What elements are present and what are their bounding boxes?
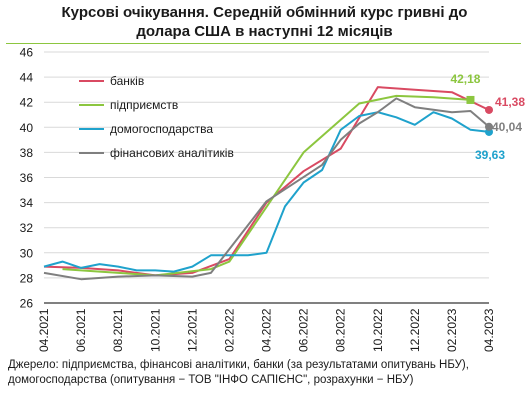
x-tick-label: 08.2022 [334,308,348,352]
x-tick-label: 06.2021 [74,308,88,352]
end-value-label: 41,38 [495,95,525,109]
x-tick-label: 04.2022 [260,308,274,352]
series-line [43,111,490,273]
title-divider [6,43,521,44]
x-tick-label: 04.2021 [37,308,51,352]
x-tick-label: 10.2021 [148,308,162,352]
x-tick-label: 10.2022 [371,308,385,352]
chart-title-line-2: долара США в наступні 12 місяців [136,23,393,40]
y-tick-label: 46 [20,46,34,60]
end-value-labels: 41,38 42,18 39,63 40,04 [450,72,525,162]
chart-title: Курсові очікування. Середній обмінний ку… [0,3,529,41]
x-axis: 04.2021 06.2021 08.2021 10.2021 12.2021 02.20… [37,302,496,352]
series-lines [43,86,493,281]
end-marker [485,122,493,131]
y-tick-label: 38 [20,146,34,160]
end-marker [485,105,493,114]
end-value-label: 39,63 [475,148,505,162]
y-tick-label: 42 [20,96,34,110]
end-value-label: 40,04 [492,120,522,134]
chart-title-line-1: Курсові очікування. Середній обмінний ку… [61,4,468,21]
legend: банків підприємств домогосподарства фінансо… [79,74,234,160]
x-tick-label: 06.2022 [297,308,311,352]
source-line-2: домогосподарства (опитування − ТОВ "ІНФО… [8,374,414,386]
y-tick-label: 44 [20,71,34,85]
end-value-label: 42,18 [450,72,480,86]
legend-label: підприємств [110,98,178,112]
legend-label: домогосподарства [110,122,213,136]
x-tick-label: 04.2023 [482,308,496,352]
x-tick-label: 12.2021 [185,308,199,352]
y-axis-tick-labels: 26 28 30 32 34 36 38 40 42 44 46 [20,46,34,311]
x-tick-label: 12.2022 [408,308,422,352]
legend-label: банків [110,74,144,88]
series-line [43,97,490,281]
end-marker [466,95,475,104]
y-tick-label: 40 [20,121,34,135]
series-line [43,86,490,277]
y-tick-label: 32 [20,221,34,235]
y-tick-label: 30 [20,246,34,260]
y-tick-label: 36 [20,171,34,185]
y-tick-label: 26 [20,297,34,311]
y-tick-label: 34 [20,196,34,210]
x-tick-label: 02.2023 [445,308,459,352]
series-line [62,94,471,277]
source-line-1: Джерело: підприємства, фінансові аналіти… [8,359,469,371]
x-tick-label: 02.2022 [222,308,236,352]
y-tick-label: 28 [20,271,34,285]
legend-label: фінансових аналітиків [110,146,234,160]
x-tick-label: 08.2021 [111,308,125,352]
source-note: Джерело: підприємства, фінансові аналіти… [8,358,523,388]
